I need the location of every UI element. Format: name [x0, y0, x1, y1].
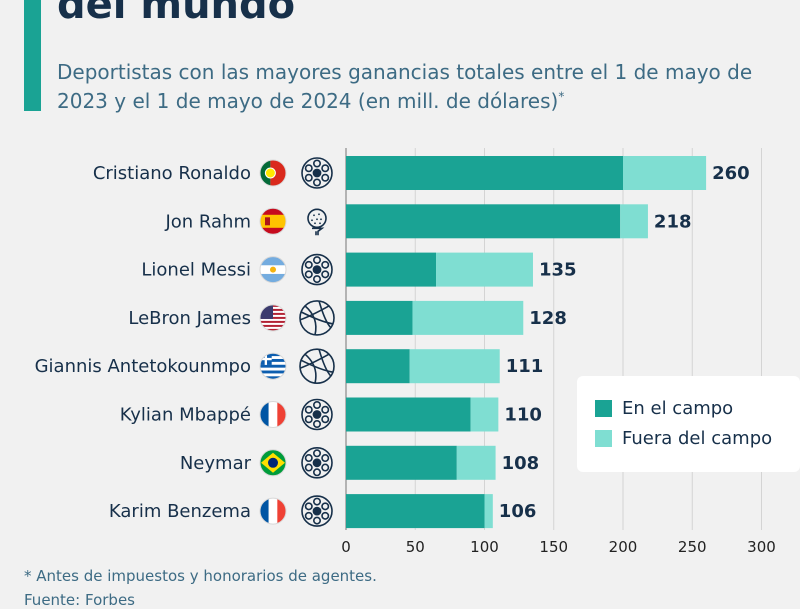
- x-tick-label: 100: [470, 538, 499, 556]
- legend-item-off-field: Fuera del campo: [595, 428, 772, 449]
- france-flag: [259, 401, 287, 428]
- source: Fuente: Forbes: [24, 591, 135, 609]
- accent-bar: [24, 0, 41, 111]
- bar-on-field: [346, 445, 457, 480]
- chart-subtitle: Deportistas con las mayores ganancias to…: [57, 58, 797, 116]
- bar-off-field: [409, 349, 500, 384]
- category-label: Neymar: [180, 453, 252, 474]
- subtitle-footnote-mark: *: [558, 89, 565, 104]
- portugal-flag: [259, 159, 287, 187]
- bar-off-field: [620, 204, 648, 239]
- golf-ball-icon: [307, 208, 327, 236]
- bar-on-field: [346, 397, 471, 432]
- bar-on-field: [346, 204, 621, 239]
- greece-flag: [259, 352, 287, 380]
- total-value-label: 111: [506, 356, 544, 377]
- x-tick-label: 150: [539, 538, 568, 556]
- usa-flag: [259, 304, 287, 332]
- soccer-ball-icon: [301, 253, 333, 286]
- category-label: LeBron James: [128, 308, 251, 329]
- soccer-ball-icon: [301, 495, 333, 527]
- bar-on-field: [346, 494, 485, 529]
- bar-off-field: [470, 397, 499, 432]
- legend-label-off-field: Fuera del campo: [622, 428, 773, 449]
- brazil-flag: [259, 449, 287, 477]
- total-value-label: 128: [529, 308, 567, 329]
- total-value-label: 135: [539, 260, 577, 281]
- x-tick-label: 0: [341, 538, 351, 556]
- bar-off-field: [623, 156, 707, 190]
- category-label: Karim Benzema: [109, 501, 251, 522]
- spain-flag: [259, 207, 287, 235]
- x-tick-label: 300: [747, 538, 776, 556]
- x-tick-label: 200: [609, 538, 638, 556]
- argentina-flag: [259, 256, 287, 284]
- legend: En el campo Fuera del campo: [577, 376, 800, 472]
- subtitle-text: Deportistas con las mayores ganancias to…: [57, 60, 753, 113]
- legend-swatch-on-field: [595, 400, 612, 417]
- basketball-icon: [299, 300, 335, 336]
- total-value-label: 106: [499, 501, 537, 522]
- bar-on-field: [346, 252, 437, 287]
- total-value-label: 260: [712, 163, 750, 184]
- x-tick-label: 50: [406, 538, 425, 556]
- category-label: Jon Rahm: [164, 211, 251, 232]
- bar-off-field: [412, 300, 524, 335]
- bar-off-field: [456, 445, 496, 480]
- soccer-ball-icon: [301, 157, 333, 189]
- total-value-label: 110: [504, 405, 542, 426]
- total-value-label: 218: [654, 211, 692, 232]
- category-label: Giannis Antetokounmpo: [35, 356, 251, 377]
- soccer-ball-icon: [301, 398, 333, 431]
- x-tick-label: 250: [678, 538, 707, 556]
- bar-on-field: [346, 349, 410, 384]
- chart-title: del mundo: [57, 0, 296, 28]
- legend-label-on-field: En el campo: [622, 398, 734, 419]
- bar-on-field: [346, 300, 413, 335]
- legend-item-on-field: En el campo: [595, 398, 733, 419]
- legend-swatch-off-field: [595, 430, 612, 447]
- total-value-label: 108: [502, 453, 540, 474]
- category-label: Kylian Mbappé: [120, 405, 251, 426]
- basketball-icon: [299, 348, 335, 385]
- soccer-ball-icon: [301, 446, 333, 479]
- bar-on-field: [346, 156, 623, 190]
- category-label: Lionel Messi: [141, 260, 251, 281]
- france-flag: [259, 497, 287, 525]
- bar-off-field: [436, 252, 533, 287]
- category-label: Cristiano Ronaldo: [93, 163, 251, 184]
- footnote: * Antes de impuestos y honorarios de age…: [24, 567, 377, 585]
- bar-off-field: [484, 494, 493, 529]
